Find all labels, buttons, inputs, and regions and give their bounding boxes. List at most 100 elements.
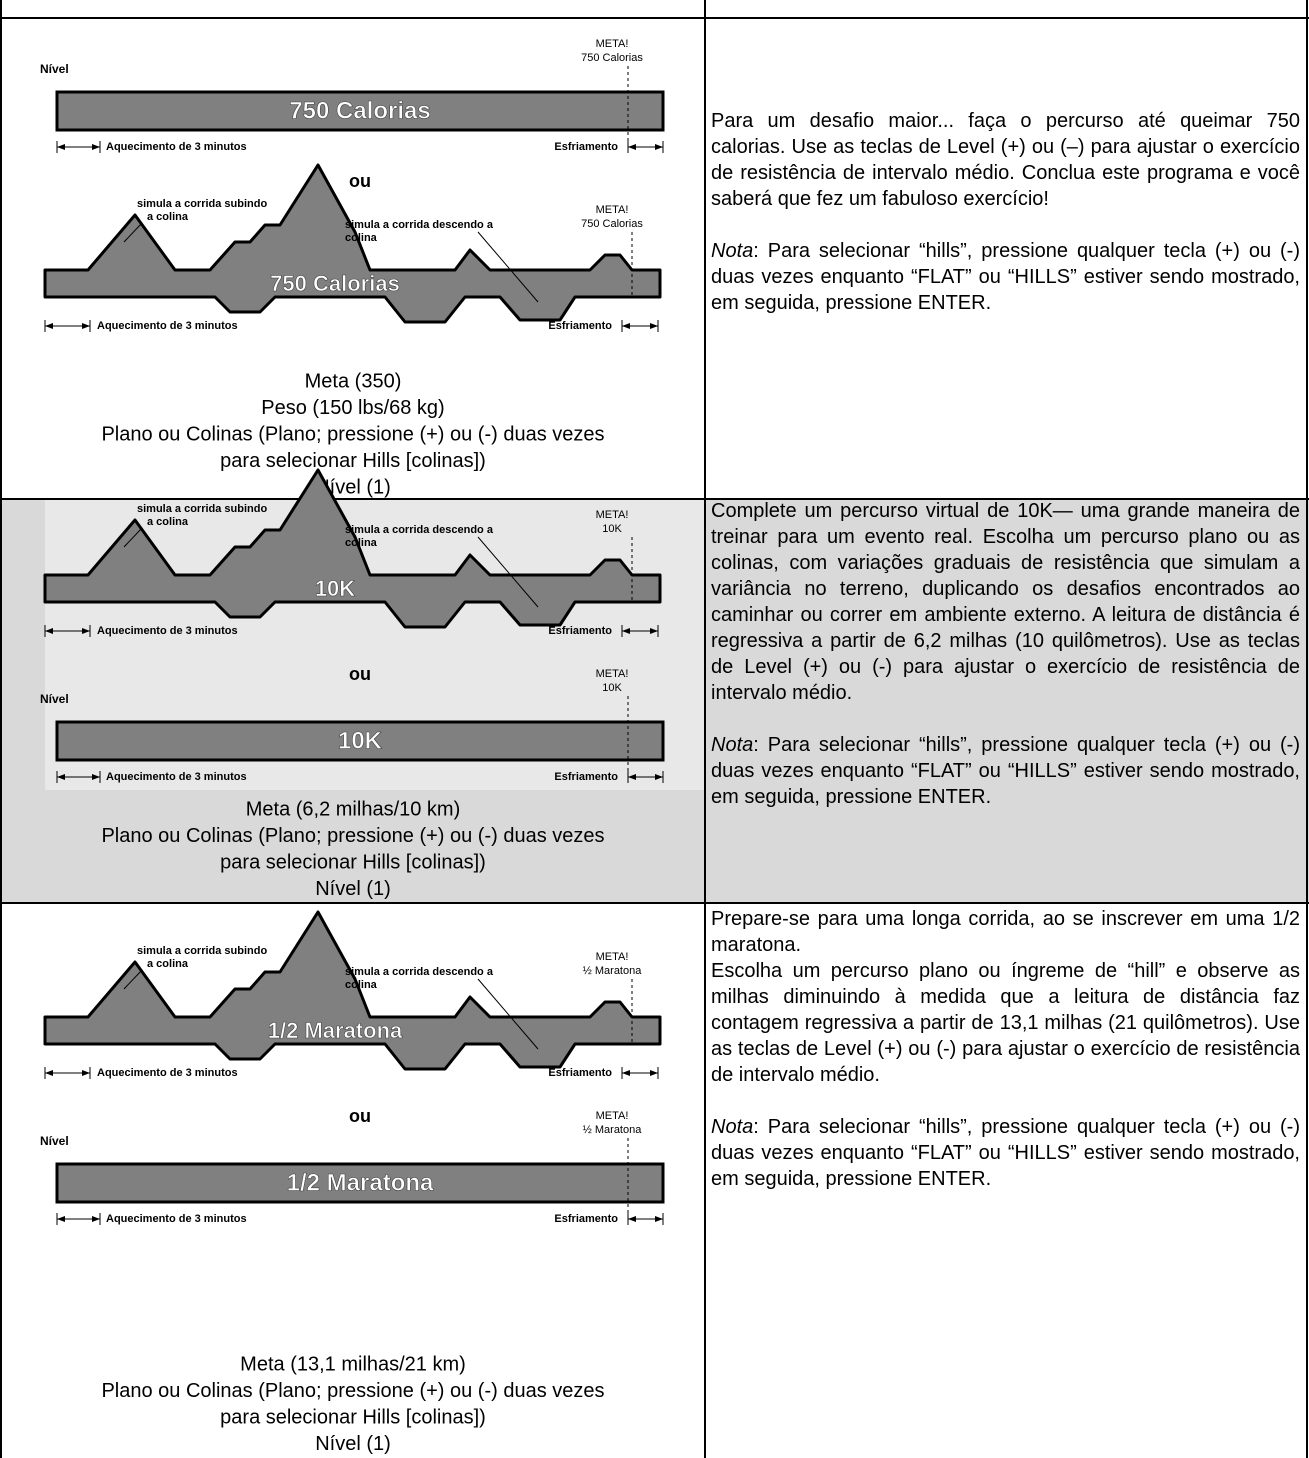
warmup-label: Aquecimento de 3 minutos [106, 771, 247, 783]
description: Prepare-se para uma longa corrida, ao se… [711, 906, 1300, 1218]
pointer [477, 536, 539, 608]
arrow-head [628, 774, 636, 780]
arrow-head [57, 774, 65, 780]
goal-value: 750 Calorias [581, 52, 643, 64]
hills-profile [43, 468, 662, 629]
setting-line: para selecionar Hills [colinas]) [220, 851, 486, 873]
paragraph: Prepare-se para uma longa corrida, ao se… [711, 908, 1300, 956]
setting-line: Plano ou Colinas (Plano; pressione (+) o… [101, 1380, 604, 1402]
hills-profile [43, 910, 662, 1071]
note: Nota: Para selecionar “hills”, pressione… [711, 732, 1300, 810]
warmup-label: Aquecimento de 3 minutos [106, 1213, 247, 1225]
uphill-note: a colina [147, 516, 189, 528]
uphill-note: a colina [147, 958, 189, 970]
program-label: 1/2 Maratona [268, 1018, 403, 1043]
arrow-head [622, 323, 630, 329]
cooldown-label: Esfriamento [554, 1213, 618, 1225]
arrow-head [650, 628, 658, 634]
warmup-label: Aquecimento de 3 minutos [97, 320, 238, 332]
note-label: Nota [711, 1116, 754, 1138]
uphill-note: simula a corrida subindo [137, 198, 267, 210]
setting-line: Plano ou Colinas (Plano; pressione (+) o… [101, 825, 604, 847]
separator: ou [349, 1106, 371, 1126]
separator: ou [349, 171, 371, 191]
note-text: : Para selecionar “hills”, pressione qua… [711, 240, 1300, 314]
arrow-head [622, 628, 630, 634]
arrow-head [655, 144, 663, 150]
arrow-head [82, 628, 90, 634]
arrow-head [655, 1216, 663, 1222]
arrow-head [45, 628, 53, 634]
arrow-head [628, 1216, 636, 1222]
level-label: Nível [40, 1134, 69, 1148]
note-label: Nota [711, 240, 754, 262]
arrow-head [82, 1070, 90, 1076]
program-label: 750 Calorias [270, 271, 400, 296]
pointer [477, 231, 539, 303]
downhill-note: colina [345, 537, 378, 549]
goal-label: META! [596, 38, 629, 50]
goal-value: 10K [602, 523, 622, 535]
program-label: 10K [338, 727, 383, 754]
downhill-note: simula a corrida descendo a [345, 966, 494, 978]
arrow-head [622, 1070, 630, 1076]
arrow-head [92, 144, 100, 150]
arrow-head [57, 144, 65, 150]
paragraph: Complete um percurso virtual de 10K— uma… [711, 500, 1300, 704]
goal-label: META! [596, 1110, 629, 1122]
setting-line: Peso (150 lbs/68 kg) [261, 397, 444, 419]
description: Para um desafio maior... faça o percurso… [711, 108, 1300, 342]
flat-profile [55, 1162, 665, 1204]
hills-profile [43, 163, 662, 324]
note-text: : Para selecionar “hills”, pressione qua… [711, 734, 1300, 808]
arrow-head [45, 1070, 53, 1076]
note: Nota: Para selecionar “hills”, pressione… [711, 238, 1300, 316]
setting-line: Meta (350) [305, 370, 402, 392]
arrow-head [650, 1070, 658, 1076]
cooldown-label: Esfriamento [548, 625, 612, 637]
setting-line: para selecionar Hills [colinas]) [220, 450, 486, 472]
warmup-label: Aquecimento de 3 minutos [97, 1067, 238, 1079]
pointer [123, 969, 143, 990]
warmup-label: Aquecimento de 3 minutos [106, 141, 247, 153]
cooldown-label: Esfriamento [554, 771, 618, 783]
pointer [477, 978, 539, 1050]
downhill-note: colina [345, 232, 378, 244]
uphill-note: simula a corrida subindo [137, 503, 267, 515]
cooldown-label: Esfriamento [548, 320, 612, 332]
goal-label: META! [596, 204, 629, 216]
setting-line: para selecionar Hills [colinas]) [220, 1406, 486, 1428]
downhill-note: simula a corrida descendo a [345, 524, 494, 536]
note: Nota: Para selecionar “hills”, pressione… [711, 1114, 1300, 1192]
separator: ou [349, 664, 371, 684]
goal-label: META! [596, 509, 629, 521]
pointer [123, 527, 143, 548]
description: Complete um percurso virtual de 10K— uma… [711, 498, 1300, 836]
paragraph: Para um desafio maior... faça o percurso… [711, 110, 1300, 210]
setting-line: Nível (1) [315, 1433, 391, 1455]
level-label: Nível [40, 62, 69, 76]
setting-line: Nível (1) [315, 878, 391, 900]
warmup-label: Aquecimento de 3 minutos [97, 625, 238, 637]
goal-label: META! [596, 951, 629, 963]
arrow-head [92, 774, 100, 780]
downhill-note: colina [345, 979, 378, 991]
setting-line: Nível (1) [315, 476, 391, 498]
arrow-head [650, 323, 658, 329]
setting-line: Meta (13,1 milhas/21 km) [240, 1353, 466, 1375]
note-label: Nota [711, 734, 754, 756]
paragraph: Escolha um percurso plano ou íngreme de … [711, 960, 1300, 1086]
note-text: : Para selecionar “hills”, pressione qua… [711, 1116, 1300, 1190]
uphill-note: simula a corrida subindo [137, 945, 267, 957]
cooldown-label: Esfriamento [554, 141, 618, 153]
arrow-head [92, 1216, 100, 1222]
arrow-head [45, 323, 53, 329]
setting-line: Plano ou Colinas (Plano; pressione (+) o… [101, 423, 604, 445]
cooldown-label: Esfriamento [548, 1067, 612, 1079]
goal-value: 750 Calorias [581, 218, 643, 230]
arrow-head [655, 774, 663, 780]
program-label: 1/2 Maratona [287, 1169, 434, 1196]
